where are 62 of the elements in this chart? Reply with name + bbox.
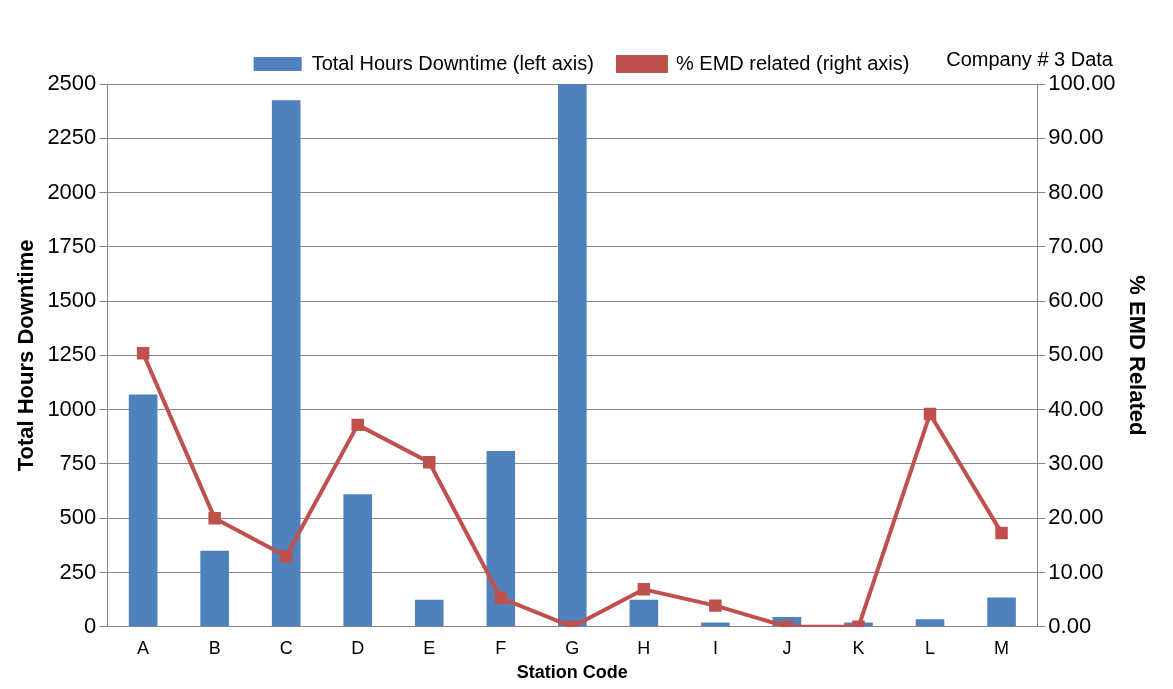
y-tick-label: 2250 (47, 124, 97, 150)
bar (629, 599, 659, 627)
y-tick-label: 2500 (47, 70, 97, 96)
text: Company # 3 Data (946, 48, 1113, 71)
point (995, 526, 1008, 540)
y-axis-title: Total Hours Downtime (13, 239, 39, 472)
y2-tick-label: 50.00 (1048, 341, 1104, 367)
x-tick-label: F (495, 637, 507, 658)
y-tick-label: 1500 (47, 287, 97, 313)
point (136, 346, 150, 360)
x-tick-label: D (351, 637, 365, 658)
y-tick-label: 250 (59, 558, 97, 584)
y2-tick-label: 90.00 (1048, 124, 1104, 150)
y2-tick-label: 70.00 (1048, 232, 1104, 258)
x-tick-label: G (565, 637, 580, 658)
x-tick-label: E (423, 637, 436, 658)
x-tick-label: L (925, 637, 936, 658)
legend-label: Total Hours Downtime (left axis) (311, 51, 594, 74)
point (494, 591, 508, 605)
point (208, 512, 221, 525)
bar (200, 550, 229, 627)
bar (343, 494, 373, 627)
x-tick-label: B (208, 637, 221, 658)
x-tick-label: K (852, 637, 865, 658)
y-tick-label: 0 (84, 612, 97, 638)
x-axis-title: Station Code (516, 662, 628, 683)
x-tick-label: H (637, 637, 651, 658)
bar (271, 100, 301, 627)
bar (486, 450, 516, 627)
x-tick-label: A (137, 637, 150, 658)
point (637, 583, 651, 596)
y2-tick-label: 80.00 (1048, 178, 1104, 204)
point (709, 599, 722, 612)
bar (128, 394, 158, 627)
bar (915, 619, 945, 627)
y-tick-label: 1000 (47, 395, 97, 421)
bar (987, 597, 1016, 627)
point (279, 549, 293, 563)
point (423, 456, 436, 469)
y2-tick-label: 100.00 (1048, 70, 1116, 96)
point (923, 407, 937, 421)
y2-axis-title: % EMD Related (1124, 275, 1150, 436)
point (351, 418, 364, 432)
y2-tick-label: 60.00 (1048, 287, 1104, 313)
y2-tick-label: 40.00 (1048, 395, 1104, 421)
y-tick-label: 2000 (47, 178, 97, 204)
y2-tick-label: 10.00 (1048, 558, 1104, 584)
x-tick-label: C (279, 637, 293, 658)
x-tick-label: J (782, 637, 792, 658)
bar (558, 84, 587, 627)
y2-tick-label: 20.00 (1048, 504, 1104, 530)
y-tick-label: 1750 (47, 232, 97, 258)
y-tick-label: 1250 (47, 341, 97, 367)
y-tick-label: 750 (59, 450, 97, 476)
bar (414, 599, 444, 627)
legend-label: % EMD related (right axis) (675, 51, 910, 74)
y-tick-label: 500 (59, 504, 97, 530)
y2-tick-label: 30.00 (1048, 450, 1104, 476)
x-tick-label: M (994, 637, 1010, 658)
bar (701, 622, 730, 627)
y2-tick-label: 0.00 (1048, 612, 1092, 638)
x-tick-label: I (712, 637, 718, 658)
